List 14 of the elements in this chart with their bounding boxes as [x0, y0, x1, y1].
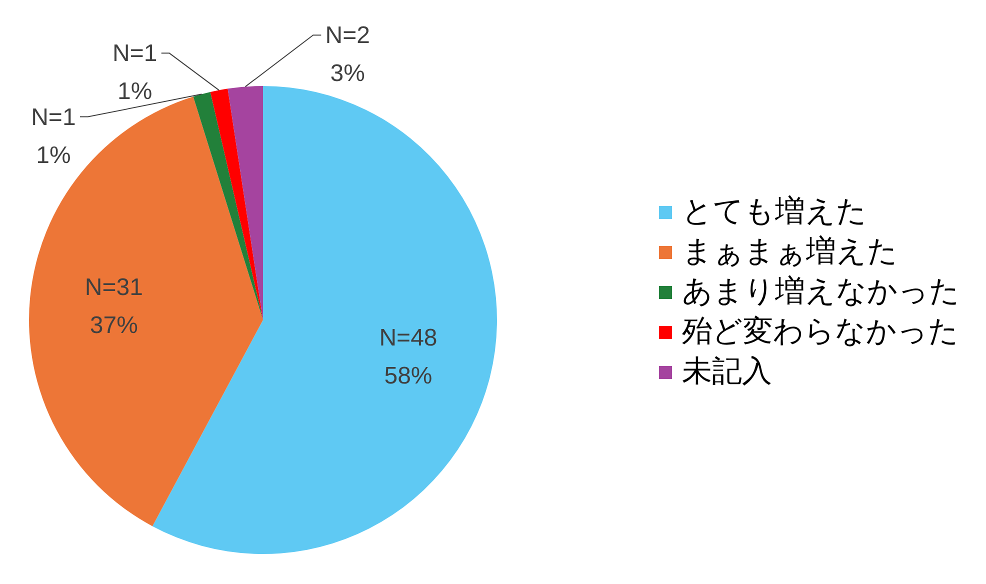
legend-label: 殆ど変わらなかった — [682, 313, 959, 351]
pie-slice — [152, 86, 497, 554]
legend-label: まぁまぁ増えた — [682, 233, 898, 271]
legend-label: あまり増えなかった — [682, 273, 960, 311]
data-label: N=2 3% — [325, 22, 370, 88]
legend-label: とても増えた — [682, 193, 867, 231]
pie-slice — [193, 92, 263, 320]
pie-slice — [210, 88, 263, 320]
pie-slice — [228, 86, 263, 320]
data-label: N=31 37% — [84, 274, 143, 339]
data-label: N=48 58% — [379, 324, 438, 390]
data-label: N=1 1% — [112, 40, 158, 106]
data-label: N=1 1% — [31, 104, 76, 169]
legend-label: 未記入 — [682, 353, 772, 391]
